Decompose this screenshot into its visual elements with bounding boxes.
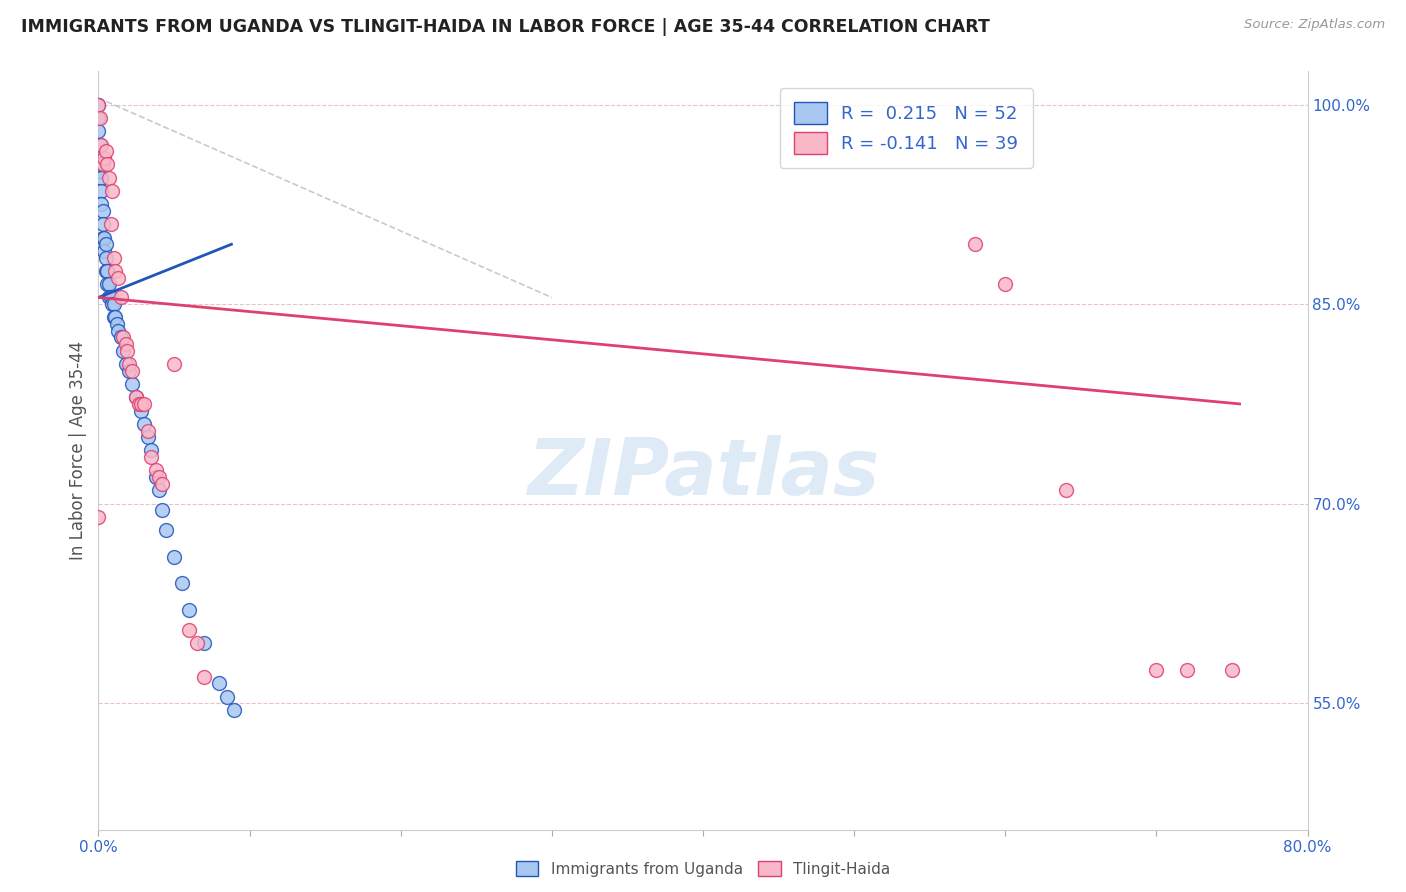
Point [94,251,117,265]
Point [145,470,167,484]
Point [91,204,114,219]
Point [89,151,111,165]
Point [89,164,111,178]
Point [87,97,110,112]
Point [145,463,167,477]
Point [128,397,150,411]
Point [186,636,208,650]
Point [170,576,193,591]
Point [87,137,110,152]
Point [89,111,111,125]
Point [87,151,110,165]
Point [94,264,117,278]
Point [91,230,114,244]
Point [100,217,122,231]
Point [132,417,155,431]
Legend: R =  0.215   N = 52, R = -0.141   N = 39: R = 0.215 N = 52, R = -0.141 N = 39 [780,88,1032,168]
Point [107,270,129,285]
Point [114,337,136,351]
Point [87,510,110,524]
Point [121,364,143,378]
Point [101,184,124,198]
Text: IMMIGRANTS FROM UGANDA VS TLINGIT-HAIDA IN LABOR FORCE | AGE 35-44 CORRELATION C: IMMIGRANTS FROM UGANDA VS TLINGIT-HAIDA … [21,18,990,36]
Point [100,291,122,305]
Point [163,357,186,371]
Point [107,324,129,338]
Point [111,330,134,344]
Point [91,157,114,171]
Point [90,157,112,171]
Point [965,237,987,252]
Point [150,476,173,491]
Point [111,343,134,358]
Point [155,523,177,537]
Point [994,277,1017,292]
Point [101,297,124,311]
Point [179,603,201,617]
Point [125,390,148,404]
Point [98,291,121,305]
Legend: Immigrants from Uganda, Tlingit-Haida: Immigrants from Uganda, Tlingit-Haida [508,853,898,884]
Point [141,450,163,464]
Point [148,470,170,484]
Point [87,97,110,112]
Point [110,330,132,344]
Y-axis label: In Labor Force | Age 35-44: In Labor Force | Age 35-44 [69,341,87,560]
Point [89,137,111,152]
Text: Source: ZipAtlas.com: Source: ZipAtlas.com [1244,18,1385,31]
Point [136,424,159,438]
Point [103,310,125,325]
Point [208,676,231,690]
Point [90,197,112,211]
Point [1220,663,1243,677]
Point [121,376,143,391]
Point [1175,663,1198,677]
Text: ZIPatlas: ZIPatlas [527,435,879,511]
Point [136,430,159,444]
Point [91,217,114,231]
Point [90,170,112,185]
Point [104,264,127,278]
Point [90,137,112,152]
Point [125,390,148,404]
Point [90,184,112,198]
Point [118,364,141,378]
Point [193,670,215,684]
Point [93,230,115,244]
Point [118,357,141,371]
Point [96,264,118,278]
Point [114,357,136,371]
Point [94,144,117,158]
Point [93,151,115,165]
Point [148,483,170,498]
Point [1144,663,1167,677]
Point [115,343,138,358]
Point [105,317,128,331]
Point [96,157,118,171]
Point [163,549,186,564]
Point [193,636,215,650]
Point [96,277,118,292]
Point [1054,483,1077,498]
Point [215,690,238,704]
Point [150,503,173,517]
Point [103,297,125,311]
Point [129,397,152,411]
Point [110,291,132,305]
Point [98,170,121,185]
Point [103,251,125,265]
Point [94,237,117,252]
Point [132,397,155,411]
Point [87,124,110,138]
Point [129,403,152,417]
Point [141,443,163,458]
Point [98,277,121,292]
Point [104,310,127,325]
Point [87,111,110,125]
Point [93,244,115,258]
Point [224,703,246,717]
Point [179,623,201,637]
